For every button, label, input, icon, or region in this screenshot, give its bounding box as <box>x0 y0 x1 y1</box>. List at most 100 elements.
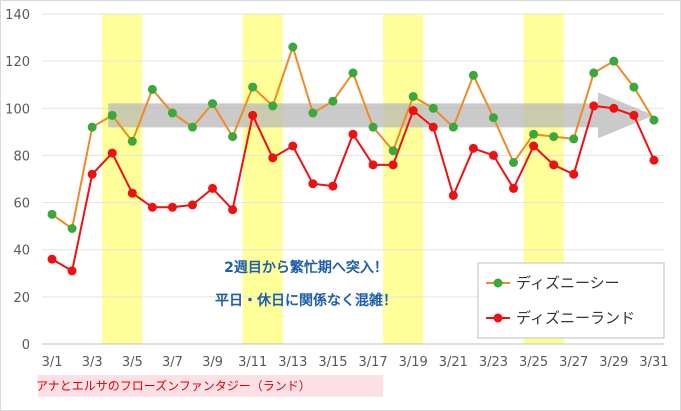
legend: ディズニーシー ディズニーランド <box>477 262 665 339</box>
series-0-point-3-13 <box>288 42 298 52</box>
series-0-point-3-25 <box>529 129 539 139</box>
series-0-point-3-5 <box>127 136 137 146</box>
series-1-point-3-1 <box>47 254 57 264</box>
x-tick-label-3-17: 3/17 <box>358 355 387 370</box>
series-1-point-3-11 <box>248 110 258 120</box>
y-tick-label-20: 20 <box>13 291 30 306</box>
caption-text: アナとエルサのフローズンファンタジー（ランド） <box>36 378 311 393</box>
x-tick-label-3-31: 3/31 <box>639 355 668 370</box>
series-1-point-3-9 <box>208 183 218 193</box>
legend-label-sea: ディズニーシー <box>516 274 620 292</box>
series-1-point-3-17 <box>368 160 378 170</box>
weekend-band-2 <box>383 14 424 344</box>
series-0-point-3-12 <box>268 101 278 111</box>
series-0-point-3-7 <box>167 108 177 118</box>
series-0-point-3-16 <box>348 68 358 78</box>
y-tick-label-100: 100 <box>5 102 30 117</box>
series-0-point-3-27 <box>569 134 579 144</box>
series-1-point-3-23 <box>488 150 498 160</box>
series-1-point-3-12 <box>268 153 278 163</box>
series-0-point-3-6 <box>147 84 157 94</box>
series-1-point-3-30 <box>629 110 639 120</box>
x-tick-label-3-11: 3/11 <box>238 355 267 370</box>
y-tick-label-60: 60 <box>13 197 30 212</box>
series-1-point-3-29 <box>609 103 619 113</box>
weekend-band-1 <box>242 14 283 344</box>
series-0-point-3-3 <box>87 122 97 132</box>
series-0-point-3-22 <box>468 70 478 80</box>
annotation-crowded: 平日・休日に関係なく混雑！ <box>215 292 397 309</box>
series-1-point-3-7 <box>167 202 177 212</box>
x-tick-label-3-7: 3/7 <box>162 355 183 370</box>
series-1-point-3-26 <box>549 160 559 170</box>
series-0-point-3-20 <box>428 103 438 113</box>
series-0-point-3-30 <box>629 82 639 92</box>
x-tick-label-3-21: 3/21 <box>439 355 468 370</box>
series-0-point-3-8 <box>187 122 197 132</box>
series-1-point-3-8 <box>187 200 197 210</box>
y-tick-label-80: 80 <box>13 149 30 164</box>
series-0-point-3-15 <box>328 96 338 106</box>
trend-arrow <box>108 92 654 139</box>
series-0-point-3-2 <box>67 224 77 233</box>
series-1-point-3-3 <box>87 169 97 179</box>
series-1-point-3-20 <box>428 122 438 132</box>
y-tick-label-40: 40 <box>13 244 30 259</box>
series-1-point-3-10 <box>228 205 238 215</box>
series-0-point-3-21 <box>448 122 458 132</box>
series-0-point-3-24 <box>509 158 519 167</box>
legend-swatch-land-marker <box>493 313 503 323</box>
series-0-point-3-29 <box>609 56 619 66</box>
x-tick-label-3-9: 3/9 <box>202 355 223 370</box>
series-0-point-3-26 <box>549 132 559 142</box>
x-tick-label-3-3: 3/3 <box>82 355 103 370</box>
series-0-point-3-28 <box>589 68 599 78</box>
series-1-point-3-13 <box>288 141 298 151</box>
series-0-point-3-17 <box>368 122 378 132</box>
series-1-point-3-16 <box>348 129 358 139</box>
series-1-point-3-27 <box>569 169 579 179</box>
series-0-point-3-23 <box>488 113 498 123</box>
x-tick-label-3-15: 3/15 <box>318 355 347 370</box>
series-0-point-3-14 <box>308 108 318 118</box>
series-1-point-3-24 <box>509 183 519 193</box>
series-1-point-3-14 <box>308 179 318 189</box>
series-1-point-3-21 <box>448 191 458 200</box>
series-1-point-3-31 <box>649 155 659 165</box>
x-tick-label-3-19: 3/19 <box>399 355 428 370</box>
x-tick-label-3-1: 3/1 <box>42 355 63 370</box>
series-0-point-3-19 <box>408 92 418 101</box>
legend-box <box>477 262 665 339</box>
series-1-point-3-15 <box>328 181 338 191</box>
weekend-band-0 <box>102 14 143 344</box>
y-tick-label-140: 140 <box>5 8 30 23</box>
x-tick-label-3-25: 3/25 <box>519 355 548 370</box>
y-tick-label-0: 0 <box>22 338 30 353</box>
annotation-busy-season: 2週目から繁忙期へ突入！ <box>224 259 388 276</box>
legend-swatch-sea-marker <box>493 278 503 288</box>
series-1-point-3-22 <box>468 143 478 153</box>
y-tick-label-120: 120 <box>5 55 30 70</box>
series-0-point-3-31 <box>649 115 659 125</box>
series-1-point-3-19 <box>408 106 418 116</box>
series-0-point-3-18 <box>388 146 398 156</box>
series-1-point-3-25 <box>529 141 539 151</box>
series-1-point-3-4 <box>107 148 117 158</box>
x-tick-label-3-27: 3/27 <box>559 355 588 370</box>
series-1-point-3-18 <box>388 160 398 170</box>
series-1-point-3-2 <box>67 266 77 276</box>
legend-label-land: ディズニーランド <box>516 309 635 327</box>
series-0-point-3-11 <box>248 82 258 92</box>
series-1-point-3-28 <box>589 101 599 111</box>
x-tick-label-3-5: 3/5 <box>122 355 143 370</box>
caption-band <box>38 375 384 397</box>
series-0-point-3-9 <box>208 99 218 109</box>
series-0-point-3-10 <box>228 132 238 142</box>
x-tick-label-3-13: 3/13 <box>278 355 307 370</box>
x-tick-label-3-29: 3/29 <box>599 355 628 370</box>
series-1-point-3-6 <box>147 202 157 212</box>
series-1-point-3-5 <box>127 188 137 198</box>
x-tick-label-3-23: 3/23 <box>479 355 508 370</box>
